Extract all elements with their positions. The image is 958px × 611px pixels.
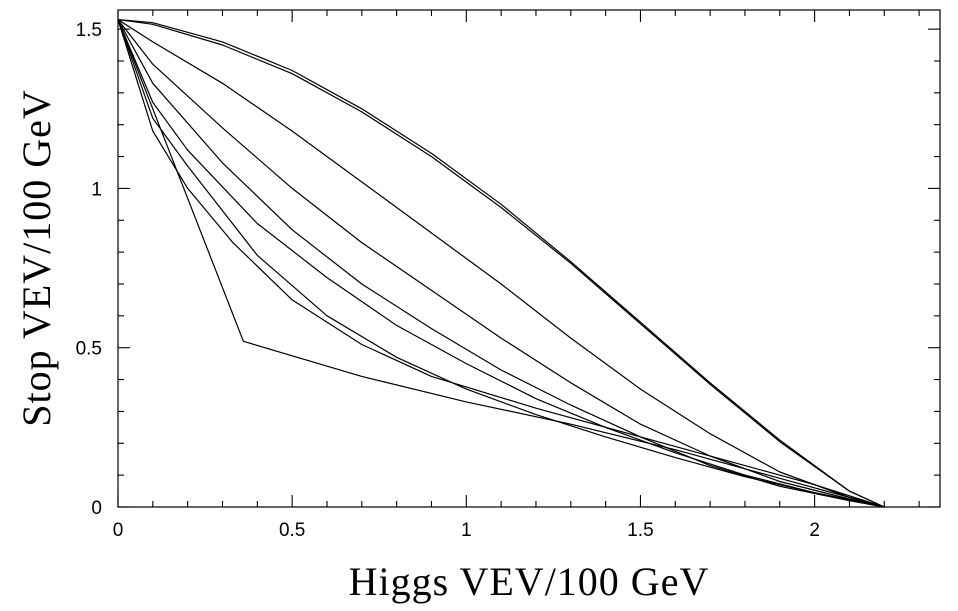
y-tick-label: 1.5	[76, 20, 102, 41]
axis-ticks	[117, 10, 940, 508]
series-line-1	[117, 19, 885, 508]
series-line-3	[117, 19, 885, 508]
y-tick-label: 1	[91, 179, 102, 200]
tick-labels: 0 0.5 1 1.5 2 0 0.5 1 1.5	[76, 20, 820, 541]
series-line-7	[117, 19, 885, 508]
y-tick-label: 0	[91, 498, 102, 519]
x-tick-label: 1	[461, 520, 472, 541]
x-tick-label: 0	[113, 520, 124, 541]
series-group	[117, 19, 885, 508]
series-line-8	[117, 19, 885, 508]
plot-frame	[117, 9, 941, 508]
x-tick-label: 0.5	[279, 520, 305, 541]
y-tick-label: 0.5	[76, 339, 102, 360]
series-line-4	[117, 19, 885, 508]
x-tick-label: 1.5	[627, 520, 653, 541]
x-axis-title: Higgs VEV/100 GeV	[349, 559, 710, 604]
series-line-5	[117, 19, 885, 508]
x-tick-label: 2	[809, 520, 820, 541]
series-line-9	[117, 19, 885, 508]
series-line-2	[117, 19, 885, 508]
y-axis-title: Stop VEV/100 GeV	[14, 89, 59, 426]
series-line-6	[117, 19, 885, 508]
